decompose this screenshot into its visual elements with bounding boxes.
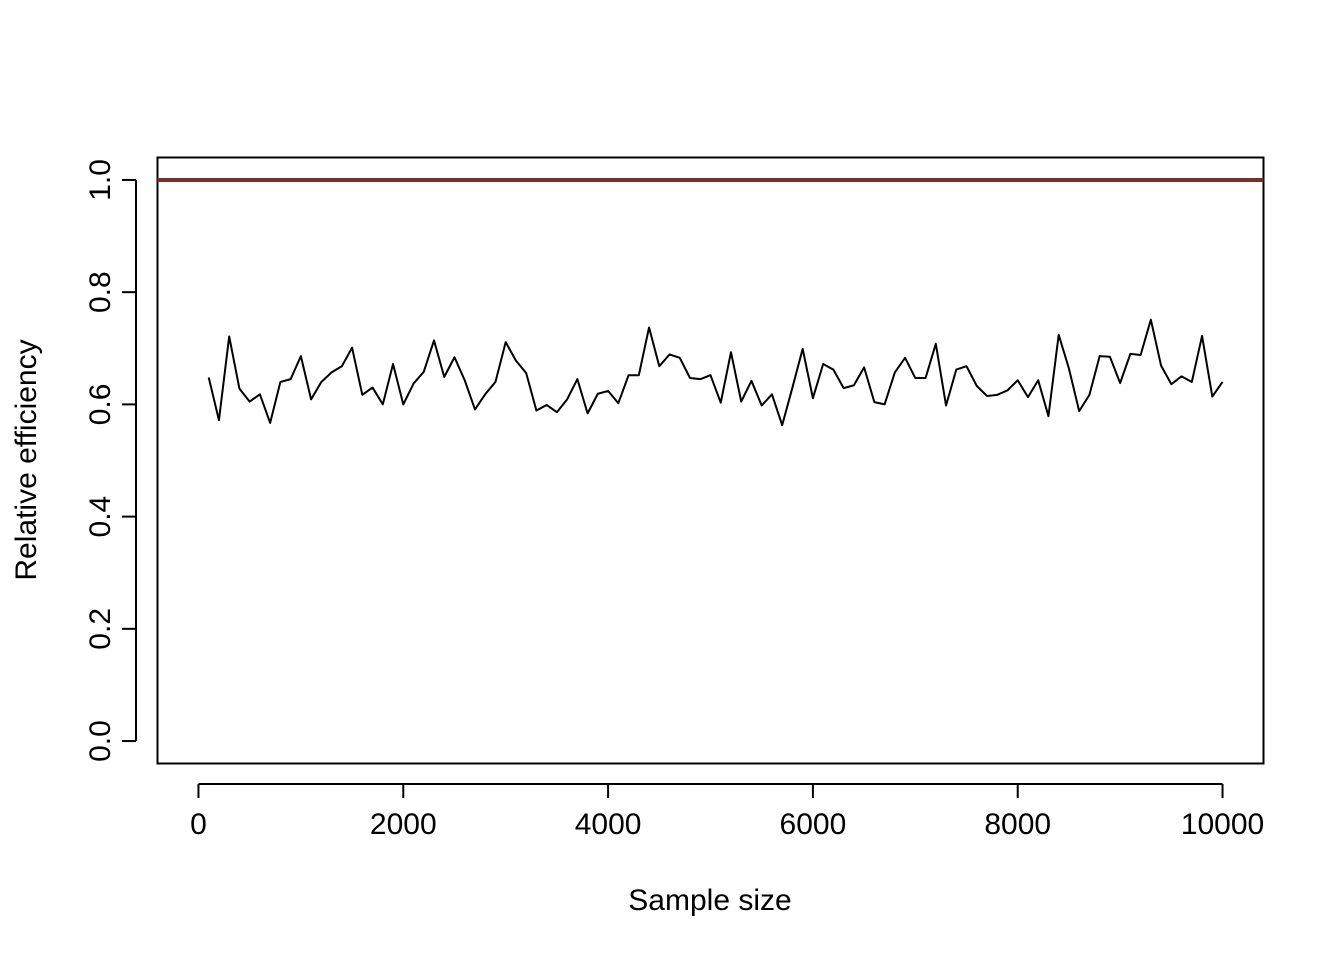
- x-axis: 0 2000 4000 6000 8000 10000: [190, 783, 1264, 841]
- x-tick-label: 8000: [984, 808, 1051, 841]
- y-tick-label: 0.6: [84, 384, 117, 426]
- y-tick-label: 0.8: [84, 271, 117, 313]
- x-tick-label: 4000: [575, 808, 642, 841]
- x-tick-label: 6000: [780, 808, 847, 841]
- series-layer: [207, 318, 1224, 427]
- x-tick-label: 2000: [370, 808, 437, 841]
- x-axis-title: Sample size: [628, 884, 791, 917]
- efficiency-series-line: [207, 318, 1224, 427]
- x-tick-label: 10000: [1181, 808, 1264, 841]
- y-axis-title: Relative efficiency: [10, 339, 43, 580]
- x-tick-label: 0: [190, 808, 207, 841]
- y-axis: 0.0 0.2 0.4 0.6 0.8 1.0: [84, 159, 137, 762]
- y-tick-label: 0.2: [84, 608, 117, 650]
- y-tick-label: 1.0: [84, 159, 117, 201]
- y-tick-label: 0.0: [84, 720, 117, 762]
- y-tick-label: 0.4: [84, 496, 117, 538]
- plot-frame: [156, 156, 1265, 765]
